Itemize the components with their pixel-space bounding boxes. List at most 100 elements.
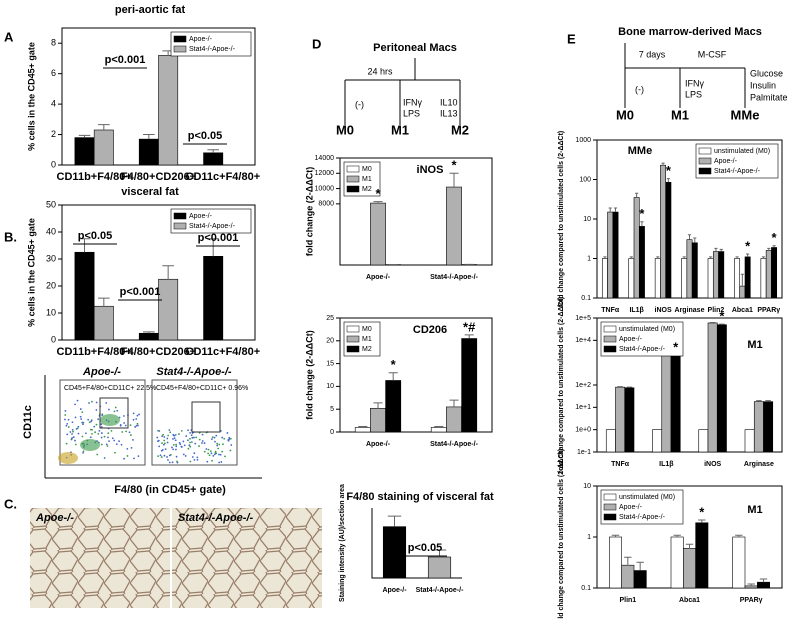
annotation: p<0.001 xyxy=(120,286,161,298)
error-bar xyxy=(698,519,706,523)
y-tick-label: 25 xyxy=(326,315,334,322)
bar xyxy=(654,258,661,299)
x-tick-label: Plin1 xyxy=(619,597,636,604)
diagram-text: Palmitate xyxy=(750,92,788,102)
bar xyxy=(446,186,462,266)
error-bar xyxy=(464,334,474,339)
flow-dot xyxy=(67,426,70,428)
bar xyxy=(203,152,224,166)
flow-dot xyxy=(198,445,200,447)
flow-dot xyxy=(205,448,208,450)
chart: visceral fat % cells in the CD45+ gate 0 10… xyxy=(26,186,260,358)
bar xyxy=(660,164,667,299)
flow-dot xyxy=(85,432,87,435)
flow-dot xyxy=(98,430,101,432)
flow-dot xyxy=(72,436,75,438)
legend-swatch xyxy=(346,185,360,193)
flow-dot xyxy=(184,455,187,457)
flow-cluster xyxy=(80,439,100,451)
y-tick-label: 5 xyxy=(330,406,334,413)
flow-dot xyxy=(111,437,114,440)
diagram-state: M1 xyxy=(671,107,689,122)
annotation: * xyxy=(673,339,679,354)
x-tick-label: Apoe-/- xyxy=(366,441,391,448)
flow-dot xyxy=(188,444,191,447)
flow-dot xyxy=(107,432,110,435)
error-bar xyxy=(613,207,618,213)
flow-dot xyxy=(138,413,140,416)
flow-dot xyxy=(173,437,176,440)
flow-dot xyxy=(88,421,91,424)
error-bar xyxy=(772,245,776,248)
x-tick-label: PPARγ xyxy=(740,597,763,604)
flow-dot xyxy=(66,433,69,436)
flow-dot xyxy=(64,414,67,416)
y-tick-label: 10000 xyxy=(315,185,335,192)
flow-dot xyxy=(134,426,137,428)
y-tick-label: 0.1 xyxy=(581,585,591,592)
bar xyxy=(446,406,462,433)
flow-dot xyxy=(218,453,220,456)
flow-dot xyxy=(168,429,171,431)
flow-dot xyxy=(118,440,120,443)
flow-y-label: CD11c xyxy=(22,405,34,439)
bar xyxy=(661,340,672,453)
legend-label: Apoe-/- xyxy=(189,36,213,43)
diagram-lines xyxy=(344,58,461,125)
x-tick-label: Apoe-/- xyxy=(366,274,391,281)
bar xyxy=(609,536,622,589)
bar xyxy=(382,526,407,579)
y-tick-label: 6 xyxy=(51,68,56,78)
flow-dot xyxy=(203,442,206,444)
y-tick-label: 100 xyxy=(579,176,591,183)
flow-dot xyxy=(161,435,164,438)
flow-dot xyxy=(163,442,166,445)
flow-dot xyxy=(168,461,171,464)
bar xyxy=(158,278,179,341)
bar xyxy=(744,585,758,589)
flow-dot xyxy=(87,418,90,421)
gate xyxy=(191,401,221,433)
flow-dot xyxy=(175,448,177,451)
flow-dot xyxy=(224,455,226,458)
flow-dot xyxy=(75,443,77,446)
annotation: *# xyxy=(463,319,476,334)
micrograph-label: Apoe-/- xyxy=(35,512,74,524)
flow-dot xyxy=(97,432,100,435)
flow-dot xyxy=(207,452,210,455)
chart: M1 fold change compared to unstimulated c… xyxy=(558,297,783,473)
flow-dot xyxy=(201,440,204,442)
legend-swatch xyxy=(603,345,617,353)
annotation: * xyxy=(375,186,381,201)
flow-dot xyxy=(76,399,79,402)
flow-dot xyxy=(175,445,178,448)
bar xyxy=(771,247,778,299)
bar xyxy=(385,380,402,433)
legend-swatch xyxy=(698,157,712,165)
flow-dot xyxy=(74,439,76,442)
error-bar xyxy=(629,256,633,259)
diagram-text: 7 days xyxy=(639,49,666,59)
flow-dot xyxy=(218,461,221,464)
y-axis-label: fold change compared to unstimulated cel… xyxy=(558,131,565,308)
error-bar xyxy=(617,386,623,388)
bar xyxy=(370,202,386,266)
flow-dot xyxy=(171,446,173,449)
legend-swatch xyxy=(603,335,617,343)
flow-dot xyxy=(94,431,97,434)
x-tick-label: CD11c+F4/80+ xyxy=(186,346,261,358)
flow-dot xyxy=(64,409,67,412)
error-bar xyxy=(449,172,459,188)
error-bar xyxy=(603,256,607,259)
annotation: * xyxy=(772,230,778,245)
bar xyxy=(93,305,114,341)
annotation: p<0.001 xyxy=(105,54,146,66)
flow-dot xyxy=(79,408,82,410)
legend-label: Stat4-/-Apoe-/- xyxy=(619,346,666,353)
error-bar xyxy=(143,331,155,334)
flow-dot xyxy=(103,435,106,438)
flow-dot xyxy=(100,432,103,434)
error-bar xyxy=(759,578,768,583)
annotation: * xyxy=(666,163,672,178)
bar xyxy=(744,429,755,453)
